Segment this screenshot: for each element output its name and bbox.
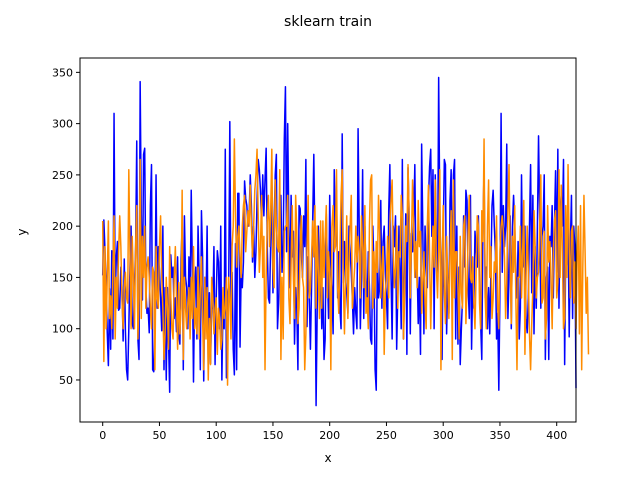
x-tick-label: 200 bbox=[319, 429, 340, 442]
x-tick-label: 100 bbox=[206, 429, 227, 442]
plot-area-frame bbox=[79, 57, 577, 423]
y-tick-label: 200 bbox=[52, 220, 73, 233]
chart-title: sklearn train bbox=[284, 14, 372, 30]
x-tick-label: 50 bbox=[152, 429, 166, 442]
x-tick-label: 150 bbox=[262, 429, 283, 442]
y-axis-ticks: 50 100 150 200 250 300 350 bbox=[52, 66, 80, 387]
y-tick-label: 300 bbox=[52, 118, 73, 131]
y-axis-label: y bbox=[15, 228, 29, 235]
x-axis-ticks: 0 50 100 150 200 250 300 350 400 bbox=[99, 422, 567, 442]
y-tick-label: 350 bbox=[52, 66, 73, 79]
x-axis-label: x bbox=[324, 451, 331, 465]
x-tick-label: 300 bbox=[433, 429, 454, 442]
series-layer bbox=[101, 76, 590, 407]
x-tick-label: 350 bbox=[489, 429, 510, 442]
y-tick-label: 250 bbox=[52, 169, 73, 182]
x-tick-label: 250 bbox=[376, 429, 397, 442]
x-tick-label: 400 bbox=[546, 429, 567, 442]
series-line-2 bbox=[101, 138, 590, 386]
x-tick-label: 0 bbox=[99, 429, 106, 442]
y-tick-label: 100 bbox=[52, 323, 73, 336]
y-tick-label: 150 bbox=[52, 271, 73, 284]
y-tick-label: 50 bbox=[59, 374, 73, 387]
